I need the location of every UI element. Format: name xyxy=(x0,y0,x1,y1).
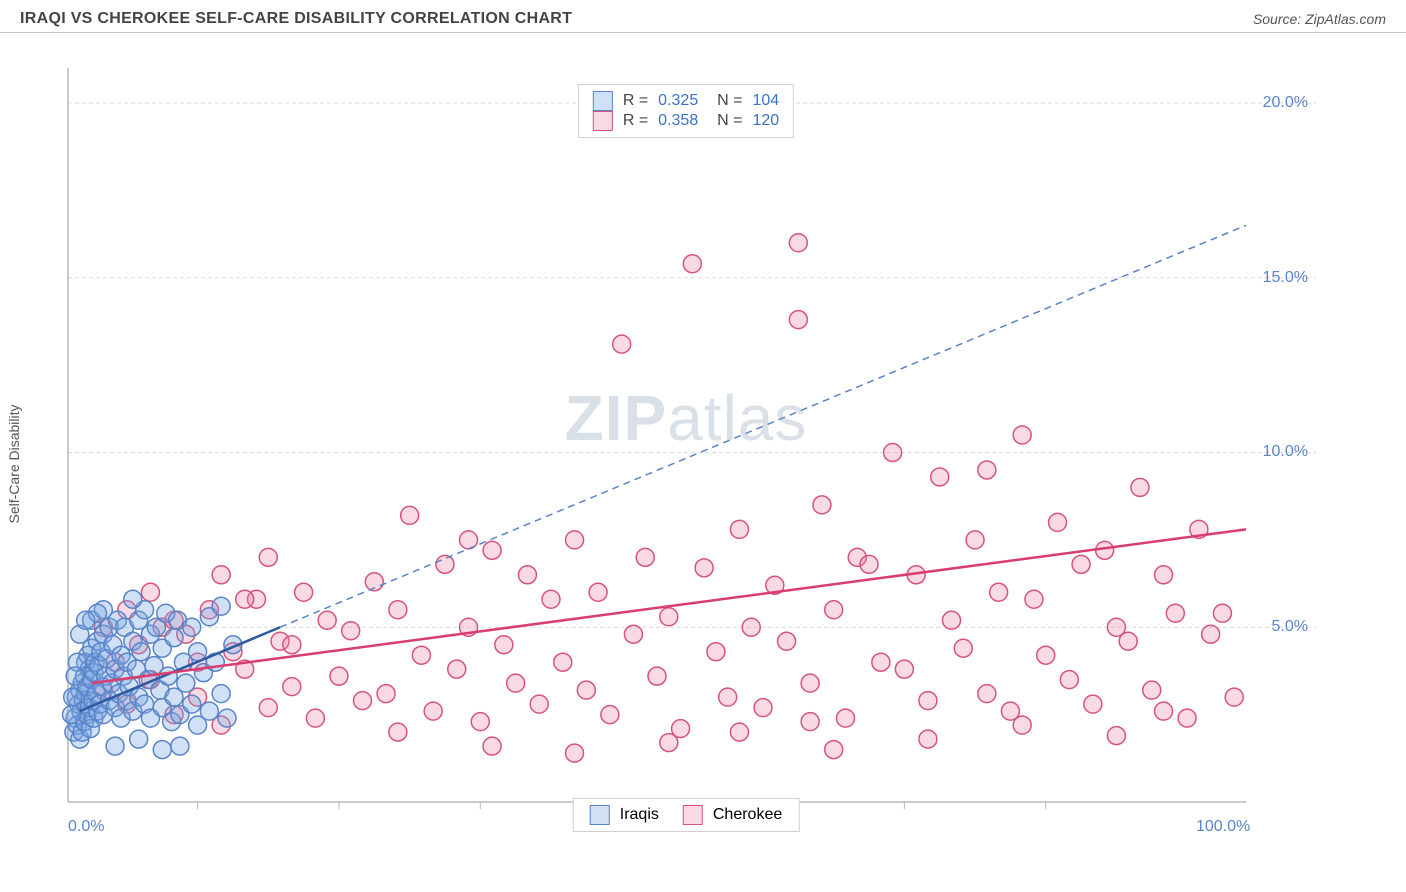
chart-header: IRAQI VS CHEROKEE SELF-CARE DISABILITY C… xyxy=(0,0,1406,33)
chart-source: Source: ZipAtlas.com xyxy=(1253,11,1386,27)
stats-row-cherokee: R = 0.358 N = 120 xyxy=(593,111,779,131)
swatch-cherokee xyxy=(683,805,703,825)
y-tick-label: 20.0% xyxy=(1263,94,1308,112)
x-tick-label: 100.0% xyxy=(1196,818,1250,836)
stats-legend: R = 0.325 N = 104 R = 0.358 N = 120 xyxy=(578,84,794,138)
scatter-chart xyxy=(56,64,1316,834)
y-axis-label: Self-Care Disability xyxy=(6,404,22,523)
swatch-cherokee xyxy=(593,111,613,131)
stats-row-iraqis: R = 0.325 N = 104 xyxy=(593,91,779,111)
legend-item-cherokee: Cherokee xyxy=(683,805,782,825)
plot-area: ZIPatlas R = 0.325 N = 104 R = 0.358 N =… xyxy=(56,64,1316,834)
swatch-iraqis xyxy=(593,91,613,111)
y-tick-label: 5.0% xyxy=(1272,618,1308,636)
y-tick-label: 10.0% xyxy=(1263,443,1308,461)
legend-label: Cherokee xyxy=(713,806,782,824)
swatch-iraqis xyxy=(590,805,610,825)
x-tick-label: 0.0% xyxy=(68,818,104,836)
y-tick-label: 15.0% xyxy=(1263,269,1308,287)
chart-title: IRAQI VS CHEROKEE SELF-CARE DISABILITY C… xyxy=(20,10,572,28)
legend-item-iraqis: Iraqis xyxy=(590,805,659,825)
series-legend: Iraqis Cherokee xyxy=(573,798,800,832)
chart-container: Self-Care Disability ZIPatlas R = 0.325 … xyxy=(20,44,1386,884)
legend-label: Iraqis xyxy=(620,806,659,824)
